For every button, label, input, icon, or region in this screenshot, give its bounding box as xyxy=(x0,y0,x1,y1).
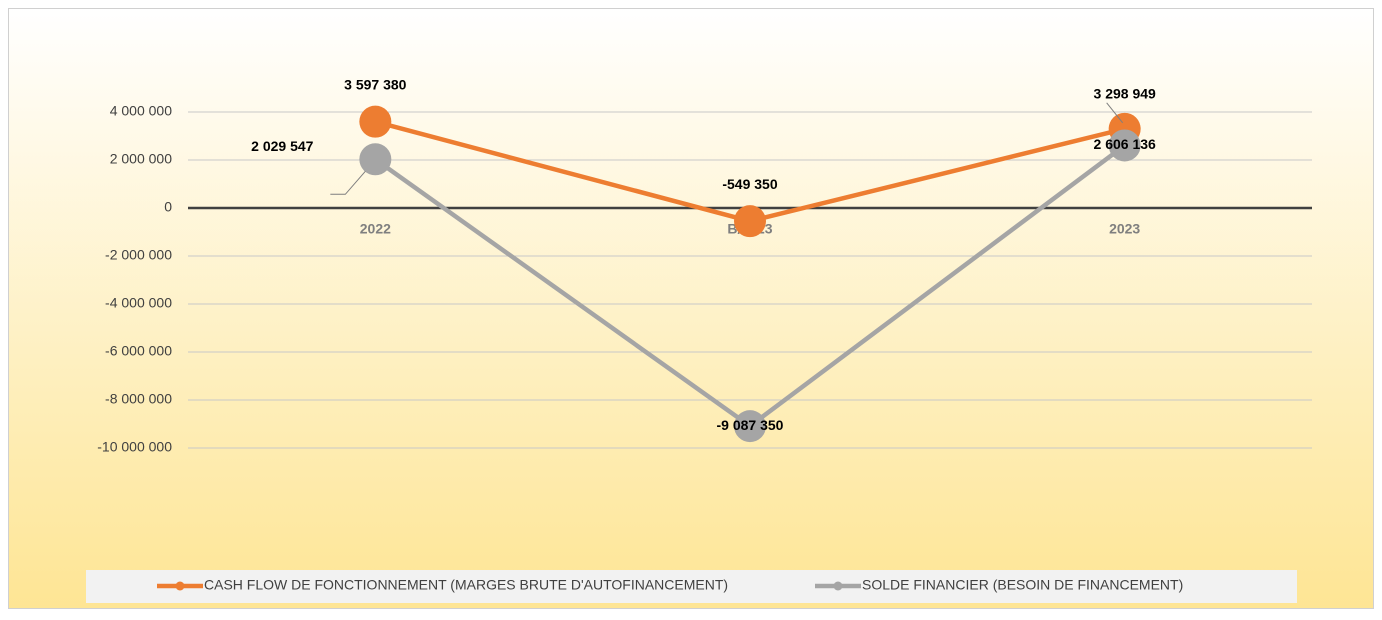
y-tick-label: -8 000 000 xyxy=(105,391,172,407)
x-tick-label: 2022 xyxy=(360,221,391,237)
y-tick-label: 2 000 000 xyxy=(110,151,172,167)
legend-label: SOLDE FINANCIER (BESOIN DE FINANCEMENT) xyxy=(862,577,1183,593)
y-tick-label: -6 000 000 xyxy=(105,343,172,359)
data-label: 3 597 380 xyxy=(344,76,406,92)
y-tick-label: 4 000 000 xyxy=(110,103,172,119)
point-marker xyxy=(359,143,392,176)
data-label: -549 350 xyxy=(722,176,777,192)
data-label: 3 298 949 xyxy=(1094,86,1156,102)
leader-line xyxy=(330,170,366,195)
y-tick-label: -4 000 000 xyxy=(105,295,172,311)
y-tick-label: -10 000 000 xyxy=(97,439,172,455)
point-marker xyxy=(1108,129,1141,162)
leader-line xyxy=(1106,102,1124,124)
point-marker xyxy=(359,105,392,138)
legend-label: CASH FLOW DE FONCTIONNEMENT (MARGES BRUT… xyxy=(204,577,728,593)
data-label: 2 606 136 xyxy=(1094,136,1156,152)
chart-area xyxy=(8,8,1374,609)
data-label: 2 029 547 xyxy=(251,138,313,154)
data-label: -9 087 350 xyxy=(717,417,784,433)
y-tick-label: 0 xyxy=(164,199,172,215)
point-marker xyxy=(734,410,766,443)
x-tick-label: 2023 xyxy=(1109,221,1140,237)
legend-marker xyxy=(833,581,843,591)
legend-marker xyxy=(175,581,185,591)
y-tick-label: -2 000 000 xyxy=(105,247,172,263)
legend-box xyxy=(86,570,1297,603)
point-marker xyxy=(734,205,766,238)
